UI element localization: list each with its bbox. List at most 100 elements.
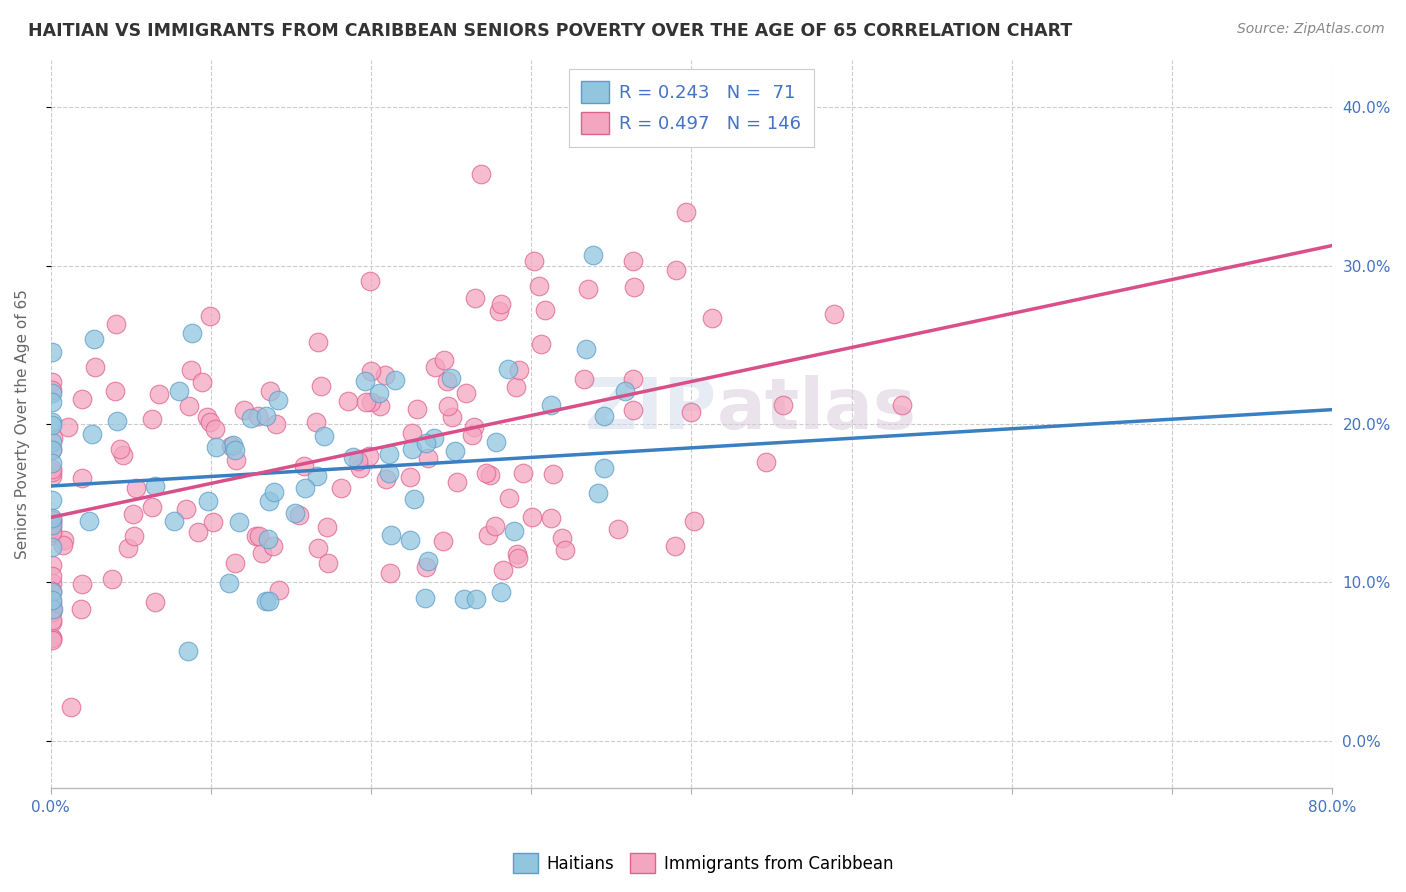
Point (143, 479, 166, 493)
Point (378, 566, 401, 580)
Point (41, 596, 63, 610)
Point (754, 455, 776, 469)
Point (488, 304, 510, 318)
Point (423, 431, 446, 445)
Point (440, 370, 463, 384)
Point (484, 519, 506, 533)
Point (41, 386, 63, 401)
Point (263, 485, 285, 500)
Y-axis label: Seniors Poverty Over the Age of 65: Seniors Poverty Over the Age of 65 (15, 289, 30, 559)
Point (540, 398, 562, 412)
Point (141, 500, 163, 514)
Point (41, 456, 63, 470)
Point (305, 469, 328, 483)
Point (224, 443, 246, 458)
Point (505, 379, 527, 393)
Point (316, 556, 339, 570)
Point (415, 436, 437, 450)
Text: atlas: atlas (717, 375, 917, 444)
Point (41, 513, 63, 527)
Point (41, 415, 63, 429)
Point (287, 508, 309, 522)
Point (700, 310, 723, 325)
Point (554, 543, 576, 558)
Point (440, 409, 463, 424)
Point (415, 560, 437, 574)
Point (201, 515, 224, 529)
Point (82, 427, 104, 442)
Point (489, 585, 512, 599)
Point (197, 409, 219, 424)
Point (446, 475, 468, 489)
Point (485, 434, 508, 449)
Legend: Haitians, Immigrants from Caribbean: Haitians, Immigrants from Caribbean (506, 847, 900, 880)
Point (41, 517, 63, 532)
Point (122, 529, 145, 543)
Point (111, 448, 134, 462)
Point (346, 453, 368, 467)
Point (267, 393, 290, 408)
Point (259, 384, 281, 398)
Point (221, 438, 243, 452)
Point (41, 383, 63, 397)
Point (621, 403, 644, 417)
Point (401, 442, 423, 456)
Point (423, 360, 446, 375)
Point (83, 359, 105, 374)
Point (163, 514, 186, 528)
Point (606, 522, 628, 536)
Point (432, 533, 454, 548)
Point (233, 403, 256, 417)
Point (148, 386, 170, 401)
Point (309, 378, 332, 392)
Point (41, 631, 63, 645)
Point (267, 582, 290, 597)
Point (508, 550, 530, 565)
Point (614, 384, 637, 398)
Point (52, 538, 75, 552)
Point (264, 417, 287, 432)
Point (305, 416, 328, 430)
Point (70, 602, 93, 616)
Point (60, 699, 83, 714)
Point (117, 541, 139, 555)
Point (464, 291, 486, 305)
Point (374, 472, 396, 486)
Point (257, 532, 280, 546)
Point (41, 442, 63, 456)
Point (105, 414, 128, 428)
Point (404, 491, 426, 506)
Point (592, 409, 614, 424)
Point (41, 442, 63, 457)
Point (41, 493, 63, 508)
Point (496, 362, 519, 376)
Point (540, 511, 562, 525)
Point (174, 502, 197, 516)
Point (218, 575, 240, 590)
Point (224, 556, 246, 570)
Point (433, 352, 456, 367)
Point (41, 632, 63, 646)
Point (110, 442, 132, 456)
Point (221, 438, 243, 452)
Point (257, 594, 280, 608)
Point (70, 576, 93, 591)
Point (41, 395, 63, 409)
Point (664, 539, 686, 553)
Point (399, 533, 422, 547)
Point (294, 481, 316, 495)
Point (454, 386, 477, 401)
Point (683, 514, 706, 528)
Point (240, 411, 263, 425)
Point (41, 510, 63, 524)
Point (336, 394, 359, 409)
Point (41, 540, 63, 554)
Point (41, 521, 63, 535)
Point (679, 404, 702, 418)
Point (477, 527, 499, 541)
Point (72, 470, 94, 484)
Point (380, 528, 402, 542)
Point (53, 533, 76, 547)
Point (492, 563, 515, 577)
Point (41, 592, 63, 607)
